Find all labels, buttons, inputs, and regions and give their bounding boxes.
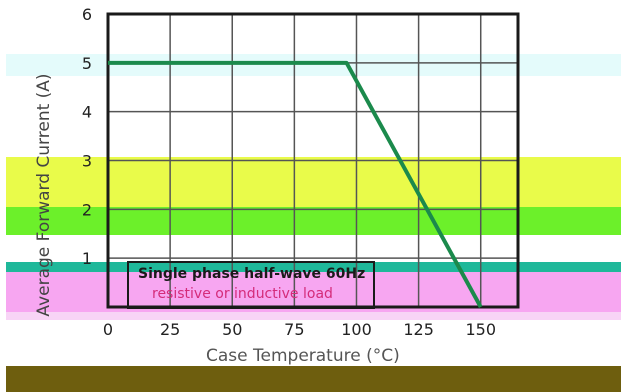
y-tick-label: 3 bbox=[82, 152, 92, 171]
x-tick-label: 25 bbox=[160, 320, 180, 339]
y-axis-label: Average Forward Current (A) bbox=[34, 73, 54, 317]
x-tick-label: 50 bbox=[222, 320, 242, 339]
series-layer bbox=[107, 60, 483, 308]
band-olive bbox=[6, 366, 621, 392]
x-tick-label: 75 bbox=[284, 320, 304, 339]
band-cyan bbox=[6, 54, 621, 76]
annotation-line-2: resistive or inductive load bbox=[152, 286, 333, 302]
tick-labels: 1 2 3 4 5 6 0 25 50 75 100 125 150 bbox=[82, 5, 496, 339]
annotation-line-1: Single phase half-wave 60Hz bbox=[138, 266, 366, 282]
band-pink-light bbox=[6, 312, 621, 320]
y-tick-label: 1 bbox=[82, 249, 92, 268]
annotation-box bbox=[127, 261, 375, 309]
x-tick-label: 100 bbox=[341, 320, 372, 339]
x-tick-label: 0 bbox=[103, 320, 113, 339]
y-tick-label: 2 bbox=[82, 200, 92, 219]
x-axis-label: Case Temperature (°C) bbox=[206, 346, 400, 366]
band-teal bbox=[6, 262, 621, 272]
annotation-border bbox=[127, 261, 375, 309]
x-tick-label: 125 bbox=[403, 320, 434, 339]
y-tick-label: 5 bbox=[82, 54, 92, 73]
y-tick-label: 4 bbox=[82, 103, 92, 122]
y-tick-label: 6 bbox=[82, 5, 92, 24]
x-tick-label: 150 bbox=[465, 320, 496, 339]
